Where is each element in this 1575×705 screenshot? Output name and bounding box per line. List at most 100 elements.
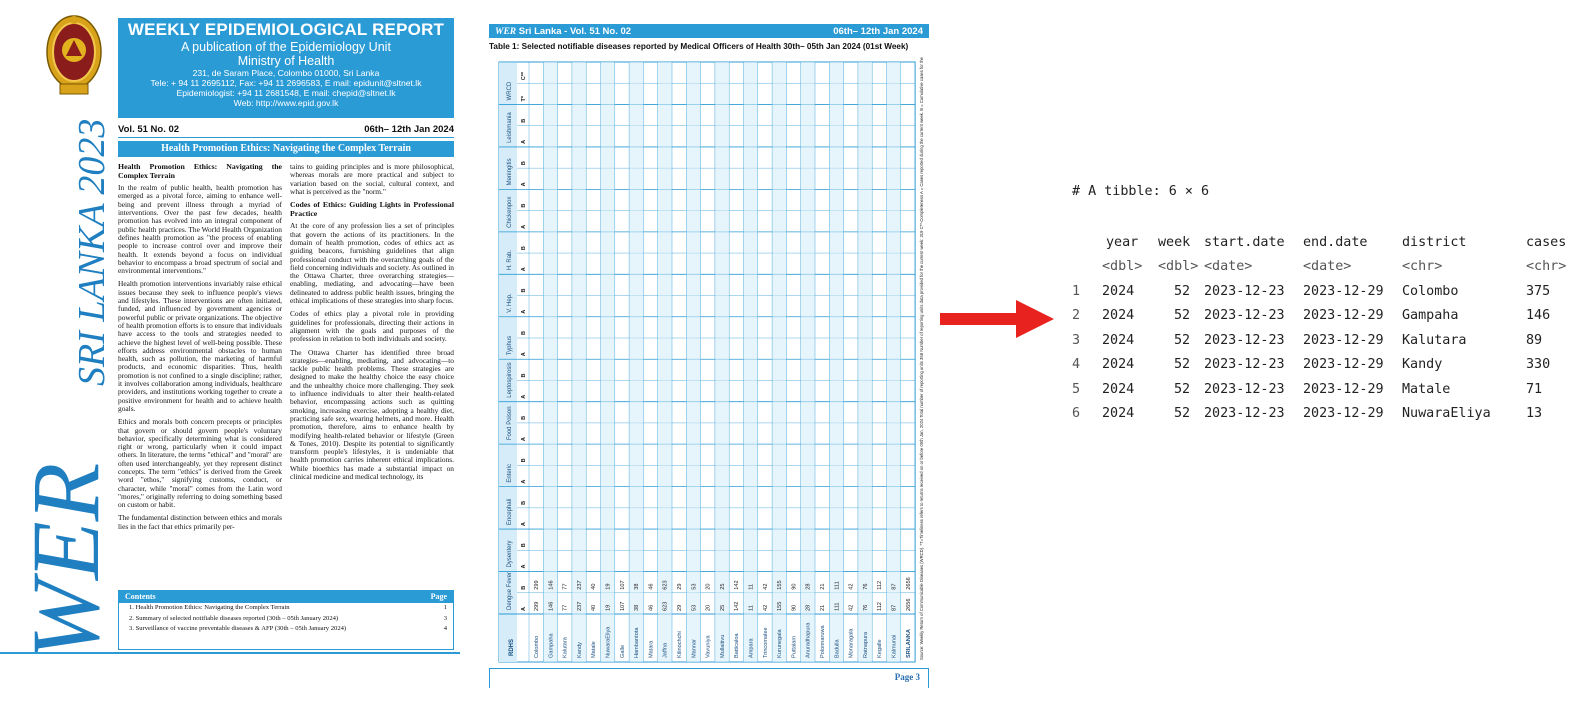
sub-header-b: B (521, 289, 527, 293)
column-name: start.date (1204, 234, 1285, 250)
row-shade (743, 62, 758, 662)
district-label: Trincomalee (763, 627, 769, 658)
dengue-a-value: 90 (791, 605, 797, 611)
header-volume: Sri Lanka - Vol. 51 No. 02 (518, 25, 632, 37)
article-column-left: Health Promotion Ethics: Navigating the … (118, 163, 282, 583)
toc-item[interactable]: 3. Surveillance of vaccine preventable d… (129, 625, 447, 632)
district-label: Galle (620, 645, 626, 658)
cell-year: 2024 (1102, 332, 1135, 348)
side-title-sub: SRI LANKA 2023 (71, 120, 112, 386)
cell-cases: 89 (1526, 332, 1543, 348)
article-column-right: tains to guiding principles and is more … (290, 163, 454, 583)
dengue-a-value: 2656 (906, 599, 912, 611)
dengue-a-value: 146 (548, 602, 554, 611)
cell-district: Colombo (1402, 283, 1459, 299)
sub-header-a: A (521, 310, 527, 314)
dengue-b-value: 40 (591, 584, 597, 590)
report-title: WEEKLY EPIDEMIOLOGICAL REPORT (127, 20, 445, 39)
dengue-a-value: 107 (620, 602, 626, 611)
cell-week: 52 (1174, 381, 1191, 397)
dengue-b-value: 90 (791, 584, 797, 590)
district-label: Kurunegala (777, 628, 783, 658)
cell-year: 2024 (1102, 381, 1135, 397)
dengue-a-value: 40 (591, 605, 597, 611)
sub-header-a: A (521, 565, 527, 569)
district-label: Puttalam (791, 636, 797, 658)
dengue-b-value: 19 (606, 584, 612, 590)
article-paragraph: In the realm of public health, health pr… (118, 183, 282, 276)
divider (0, 652, 460, 654)
section-heading: Codes of Ethics: Guiding Lights in Profe… (290, 200, 454, 218)
table-footnote: Source: Weekly Return of Communicable Di… (919, 56, 924, 660)
district-label: Matara (648, 640, 654, 658)
cell-cases: 375 (1526, 283, 1551, 299)
cell-start: 2023-12-23 (1204, 381, 1285, 397)
district-label: Jaffna (663, 642, 669, 658)
sub-header-a: T* (521, 95, 527, 101)
dengue-a-value: 20 (706, 605, 712, 611)
disease-header: V. Hep. (507, 293, 513, 313)
ministry-name: Ministry of Health (237, 54, 335, 68)
row-shade (772, 62, 787, 662)
dengue-b-value: 87 (892, 584, 898, 590)
issue-date-range: 06th– 12th Jan 2024 (364, 124, 454, 135)
dengue-b-value: 29 (677, 584, 683, 590)
district-label: Vavuniya (706, 635, 712, 658)
district-label: SRILANKA (906, 629, 912, 658)
column-type: <chr> (1526, 259, 1567, 274)
table-caption: Table 1: Selected notifiable diseases re… (489, 42, 909, 51)
row-shade (829, 62, 844, 662)
cell-start: 2023-12-23 (1204, 406, 1285, 421)
district-label: Hambantota (634, 627, 640, 658)
cell-end: 2023-12-29 (1303, 357, 1384, 372)
dengue-b-value: 25 (720, 584, 726, 590)
dengue-b-value: 142 (734, 580, 740, 589)
rdhs-header: RDHS (509, 639, 515, 656)
sub-header-a: A (521, 480, 527, 484)
cell-week: 52 (1174, 357, 1191, 372)
cell-start: 2023-12-23 (1204, 308, 1285, 323)
cell-year: 2024 (1102, 308, 1135, 323)
toc-item[interactable]: 2. Summary of selected notifiable diseas… (129, 614, 447, 622)
sub-header-b: B (521, 416, 527, 420)
district-label: Ratnapura (863, 631, 869, 658)
toc-item[interactable]: 1. Health Promotion Ethics: Navigating t… (129, 604, 447, 611)
dengue-a-value: 87 (892, 605, 898, 611)
contents-page-label: Page (430, 592, 447, 601)
report-table-page: WER Sri Lanka - Vol. 51 No. 02 06th– 12t… (486, 20, 936, 690)
header-wer: WER (495, 26, 517, 37)
column-name: year (1106, 234, 1139, 250)
dengue-b-value: 2656 (906, 577, 912, 589)
cell-start: 2023-12-23 (1204, 357, 1285, 372)
sub-header-a: A (521, 437, 527, 441)
dengue-a-value: 299 (534, 602, 540, 611)
dengue-b-value: 111 (834, 581, 840, 590)
r-console-output: # A tibble: 6 × 6 year week start.date end.… (1072, 150, 1572, 421)
dengue-a-value: 155 (777, 602, 783, 611)
dengue-a-value: 38 (634, 605, 640, 611)
disease-header: Chickenpox (507, 196, 513, 227)
dengue-b-value: 42 (763, 584, 769, 590)
dengue-b-value: 237 (577, 580, 583, 589)
dengue-a-value: 29 (677, 605, 683, 611)
table-page-header: WER Sri Lanka - Vol. 51 No. 02 06th– 12t… (489, 24, 929, 38)
cell-end: 2023-12-29 (1303, 406, 1384, 421)
dengue-a-value: 21 (820, 605, 826, 611)
contents-header: Contents Page (119, 591, 453, 603)
column-name: end.date (1303, 234, 1368, 250)
sub-header-a: A (521, 352, 527, 356)
disease-header: Encephali (507, 499, 513, 525)
cell-cases: 146 (1526, 308, 1551, 323)
article-banner: Health Promotion Ethics: Navigating the … (118, 141, 454, 157)
sub-header-b: B (521, 543, 527, 547)
article-paragraph: Health promotion interventions invariabl… (118, 279, 282, 413)
district-label: Badulla (834, 638, 840, 658)
page-number: Page 3 (894, 672, 920, 682)
article-paragraph: tains to guiding principles and is more … (290, 163, 454, 196)
table-frame (498, 61, 916, 663)
cell-cases: 330 (1526, 357, 1551, 372)
disease-header: WRCD (507, 81, 513, 100)
column-type: <dbl> (1158, 259, 1199, 274)
cell-week: 52 (1174, 283, 1191, 299)
sub-header-b: C** (521, 71, 527, 80)
